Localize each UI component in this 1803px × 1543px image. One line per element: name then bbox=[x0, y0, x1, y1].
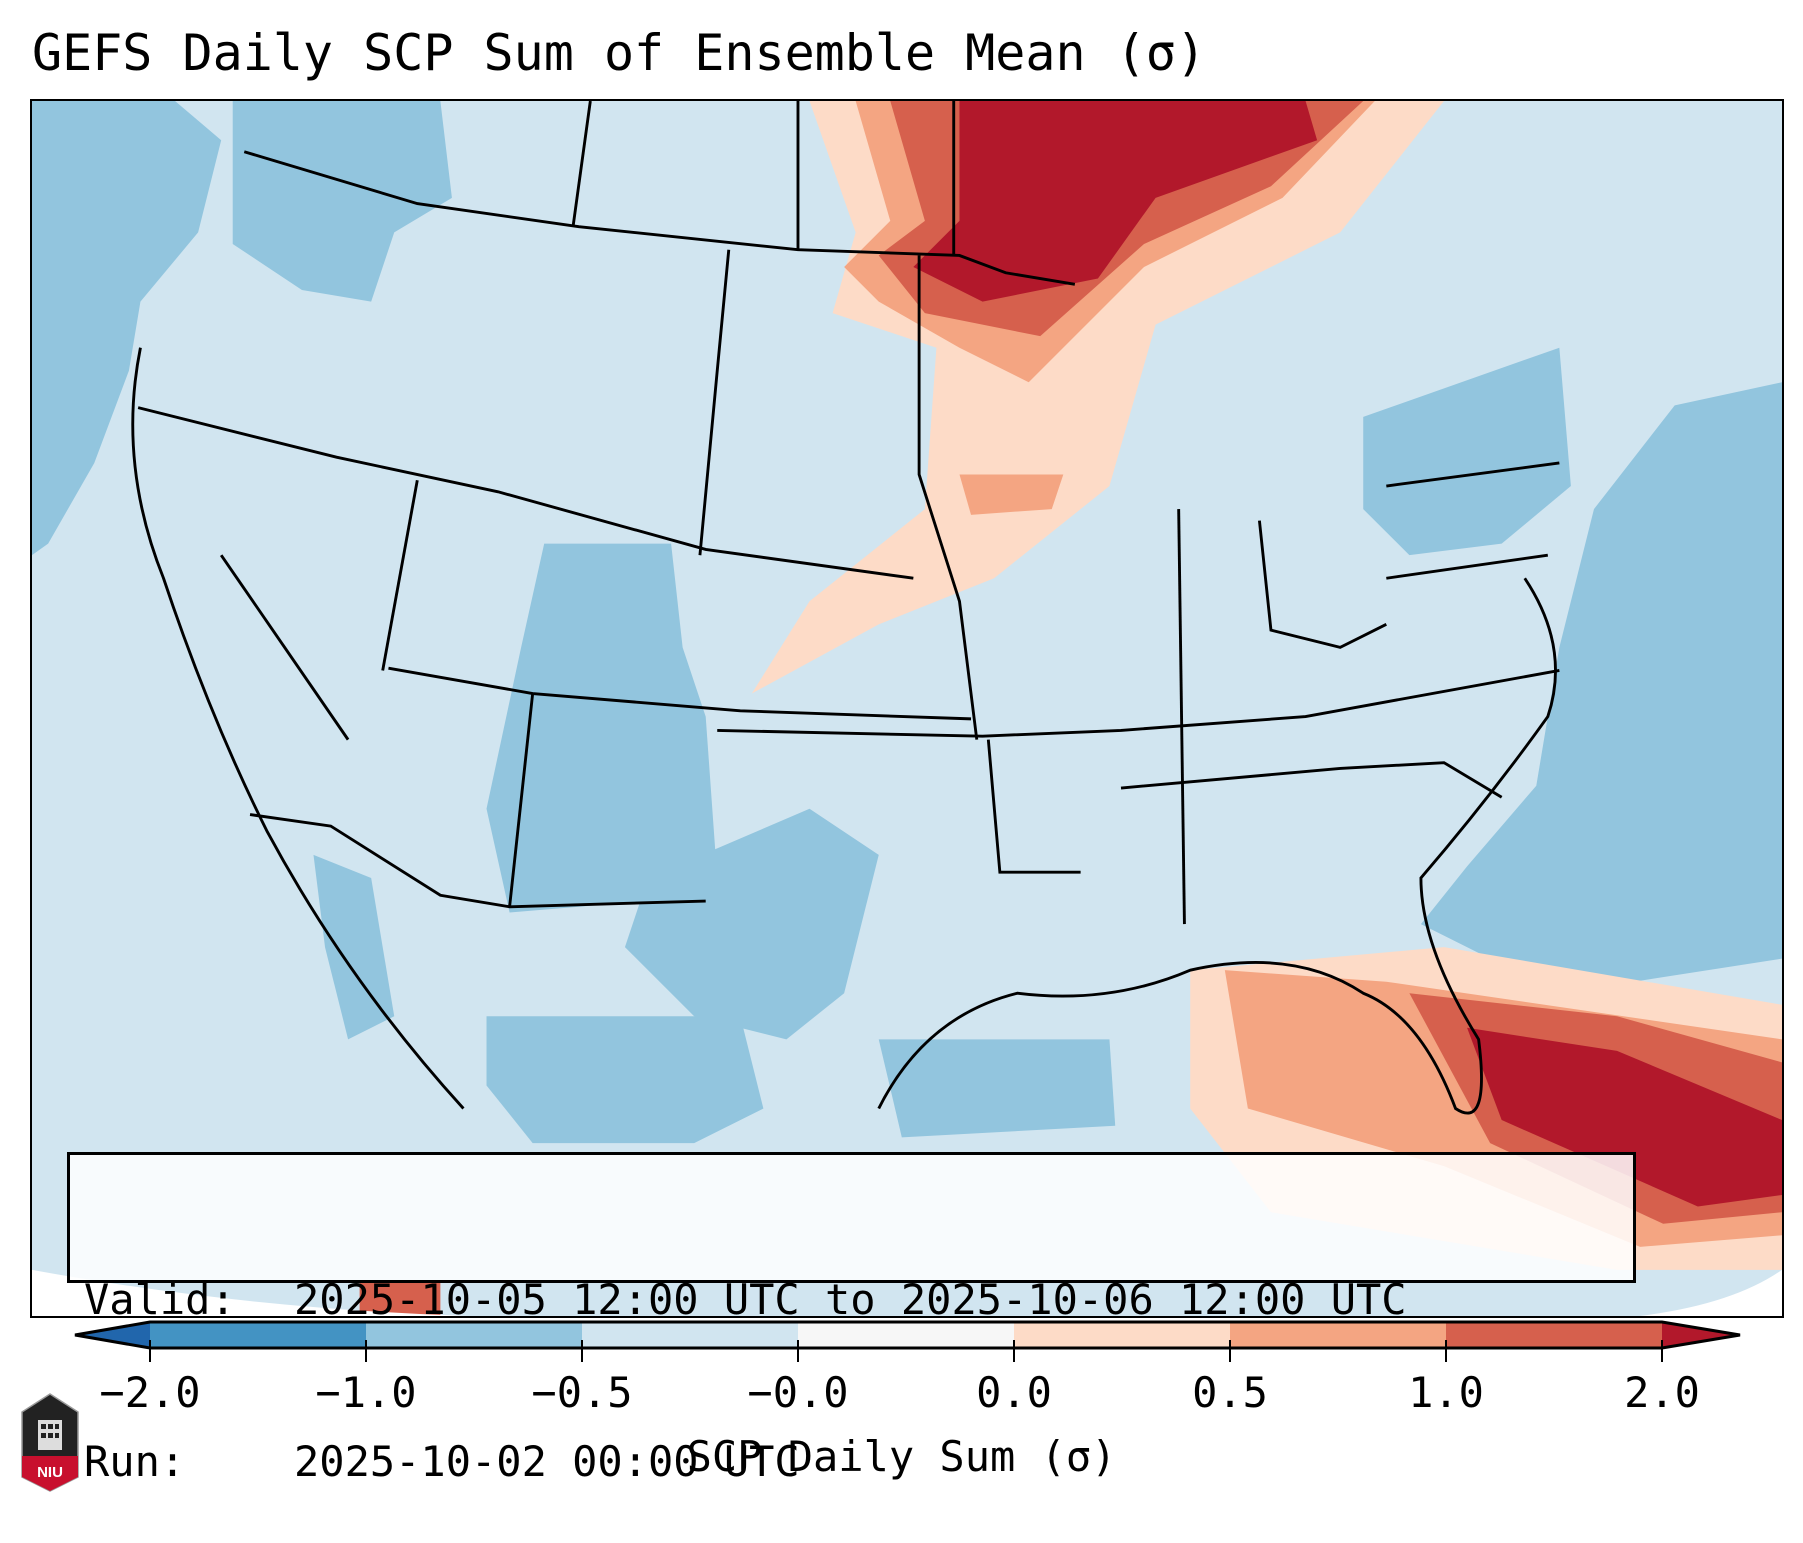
projection-edge bbox=[32, 1269, 1782, 1316]
colorbar-tick bbox=[581, 1340, 583, 1362]
colorbar-tick-label: 1.0 bbox=[1408, 1368, 1484, 1417]
niu-logo: NIU bbox=[21, 1393, 79, 1492]
valid-label: Valid: bbox=[84, 1275, 236, 1324]
colorbar-tick bbox=[1445, 1340, 1447, 1362]
validity-info-box: Valid: 2025-10-05 12:00 UTC to 2025-10-06… bbox=[67, 1152, 1636, 1486]
colorbar-tick-label: 2.0 bbox=[1624, 1368, 1700, 1417]
colorbar bbox=[74, 1320, 1741, 1350]
colorbar-tick bbox=[149, 1340, 151, 1362]
colorbar-bin bbox=[150, 1322, 367, 1348]
run-value: 2025-10-02 00:00 UTC bbox=[294, 1437, 800, 1486]
colorbar-tick bbox=[1229, 1340, 1231, 1362]
colorbar-tick-label: −1.0 bbox=[315, 1368, 417, 1417]
colorbar-extend-low bbox=[75, 1322, 150, 1348]
colorbar-tick bbox=[1661, 1340, 1663, 1362]
colorbar-tick-label: −0.0 bbox=[747, 1368, 849, 1417]
colorbar-tick-label: −2.0 bbox=[99, 1368, 201, 1417]
colorbar-bin bbox=[1014, 1322, 1231, 1348]
colorbar-extend-high bbox=[1662, 1322, 1740, 1348]
baja-below-normal bbox=[313, 854, 395, 1040]
texas-below-normal bbox=[624, 808, 879, 1040]
north-above-normal-extreme bbox=[913, 101, 1318, 302]
colorbar-bin bbox=[366, 1322, 583, 1348]
valid-value: 2025-10-05 12:00 UTC to 2025-10-06 12:00… bbox=[294, 1275, 1407, 1324]
colorbar-bin bbox=[798, 1322, 1015, 1348]
colorbar-bin bbox=[582, 1322, 799, 1348]
colorbar-label: SCP Daily Sum (σ) bbox=[686, 1432, 1117, 1481]
chart-title: GEFS Daily SCP Sum of Ensemble Mean (σ) bbox=[32, 24, 1206, 82]
valid-row: Valid: 2025-10-05 12:00 UTC to 2025-10-06… bbox=[84, 1273, 1619, 1327]
map-panel bbox=[30, 99, 1784, 1318]
gulf-below-normal bbox=[878, 1039, 1116, 1138]
northeast-below-normal bbox=[1363, 347, 1571, 556]
run-row: Run: 2025-10-02 00:00 UTC bbox=[84, 1435, 1619, 1489]
southeast-above-normal-extreme bbox=[1467, 1027, 1782, 1207]
colorbar-tick bbox=[797, 1340, 799, 1362]
state-borders bbox=[131, 101, 1560, 1115]
run-label: Run: bbox=[84, 1437, 186, 1486]
colorbar-tick bbox=[1013, 1340, 1015, 1362]
scp-map bbox=[32, 101, 1782, 1316]
colorbar-tick bbox=[365, 1340, 367, 1362]
colorbar-bin bbox=[1230, 1322, 1447, 1348]
colorbar-bin bbox=[1446, 1322, 1663, 1348]
iowa-above-normal bbox=[959, 474, 1064, 515]
colorbar-ticks bbox=[0, 1340, 1803, 1370]
svg-text:NIU: NIU bbox=[37, 1464, 63, 1481]
northwest-below-normal bbox=[232, 101, 452, 302]
colorbar-tick-label: −0.5 bbox=[531, 1368, 633, 1417]
southwest-below-normal bbox=[486, 543, 718, 913]
atlantic-below-normal bbox=[1420, 382, 1782, 994]
colorbar-tick-label: 0.0 bbox=[976, 1368, 1052, 1417]
mexico-below-normal bbox=[486, 1016, 764, 1144]
pacific-below-normal bbox=[32, 101, 222, 556]
colorbar-tick-label: 0.5 bbox=[1192, 1368, 1268, 1417]
caribbean-above-normal bbox=[359, 1281, 441, 1316]
